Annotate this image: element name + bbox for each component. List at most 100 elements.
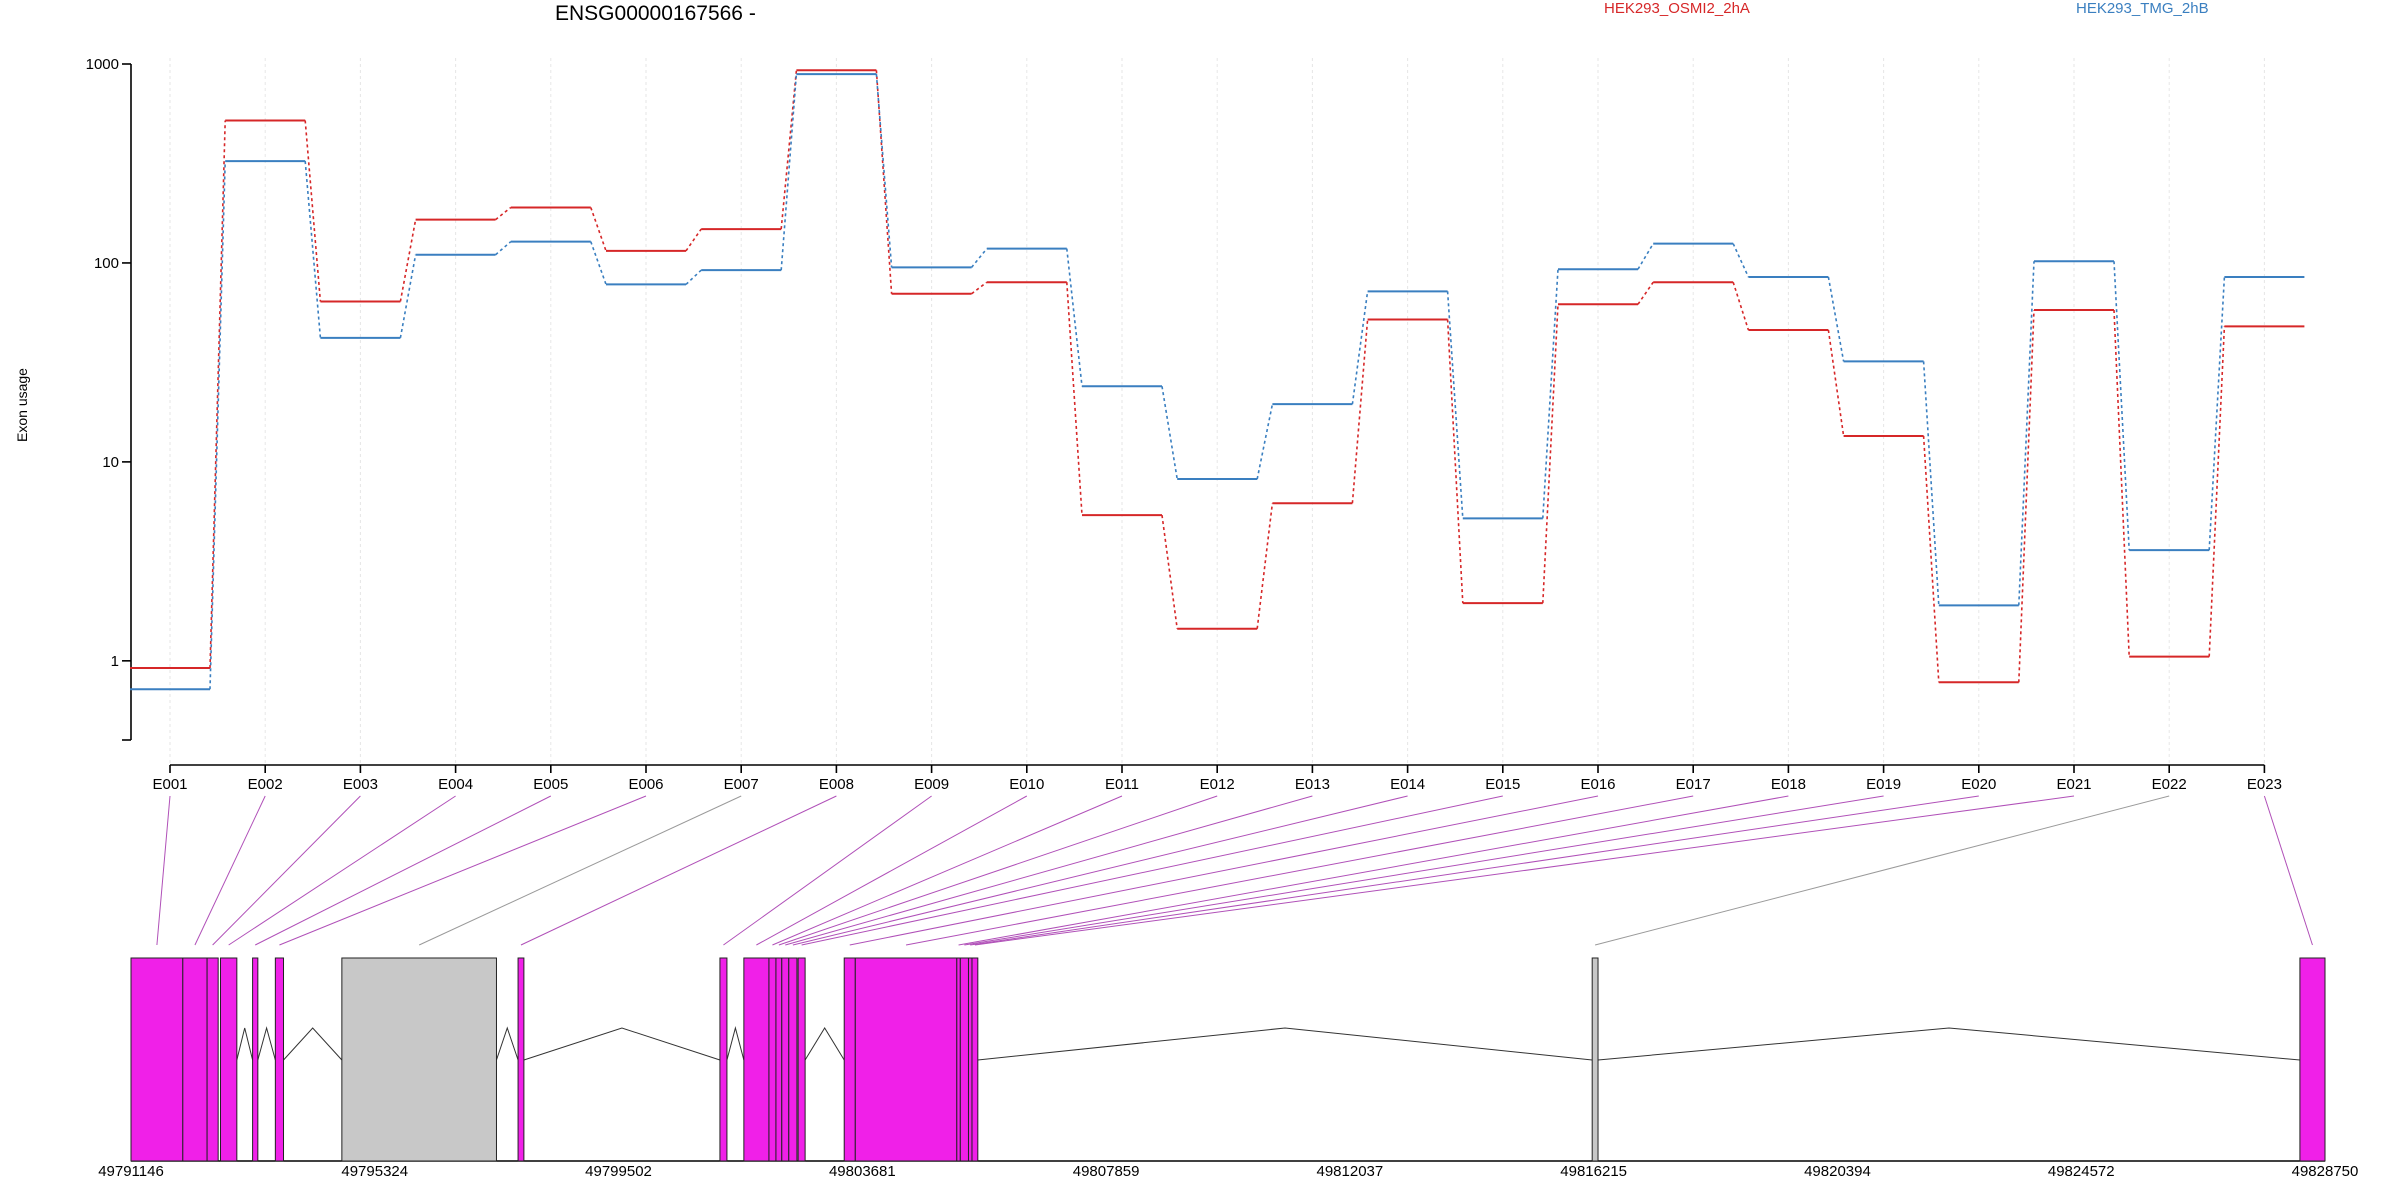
y-tick-label: 1 [111,653,119,670]
y-tick-label: 100 [94,255,119,272]
series-tmg-connector [875,74,893,268]
series-tmg-connector [399,254,417,339]
exon-box-e009 [719,957,728,1162]
y-tick-label: 10 [102,454,119,471]
exon-connector [778,795,1218,946]
series-tmg-connector [304,161,322,338]
exon-box-e019 [959,957,969,1162]
exon-connector [228,795,456,946]
intron-line [236,1027,254,1061]
y-tick-label: 1000 [86,56,119,73]
x-tick-label: E009 [914,776,949,793]
exon-connector [849,795,1599,946]
series-osmi2-connector [590,207,607,252]
exon-box-e012 [775,957,783,1162]
series-osmi2-connector [875,70,893,294]
x-tick-label: E019 [1866,776,1901,793]
series-osmi2-connector [1922,435,1940,683]
series-osmi2-connector [399,219,417,302]
intron-line [283,1027,343,1061]
genomic-tick-label: 49807859 [1073,1163,1140,1180]
series-osmi2-connector [1161,515,1178,629]
exon-connector [279,795,647,946]
exon-connector [974,795,2075,946]
series-osmi2-connector [1732,281,1750,331]
series-osmi2-connector [1827,329,1845,437]
series-osmi2-connector [1351,319,1369,504]
series-osmi2-connector [2018,309,2035,683]
legend-series-osmi2: HEK293_OSMI2_2hA [1604,0,1750,17]
chart-title: ENSG00000167566 - [555,2,756,25]
exon-connector [418,795,742,946]
genomic-tick-label: 49824572 [2048,1163,2115,1180]
series-tmg-connector [1066,248,1083,387]
exon-connector [970,795,1979,946]
exon-box-e008 [517,957,525,1162]
x-tick-label: E016 [1580,776,1615,793]
series-tmg-connector [1542,269,1559,519]
exon-connector [212,795,361,946]
series-osmi2-connector [1542,304,1559,604]
intron-line [257,1026,276,1061]
exon-connector [964,795,1884,946]
exon-box-e010 [743,957,770,1162]
series-tmg-connector [780,74,798,271]
x-tick-label: E023 [2247,776,2282,793]
x-tick-label: E020 [1961,776,1996,793]
exon-box-e007 [341,957,497,1162]
series-osmi2-connector [209,120,226,669]
x-tick-label: E021 [2056,776,2091,793]
series-osmi2-connector [1446,319,1464,604]
x-tick-label: E011 [1105,776,1139,793]
series-osmi2-connector [2113,309,2130,657]
exon-box-e005 [252,957,259,1162]
genomic-tick-label: 49820394 [1804,1163,1871,1180]
exon-box-e022 [1591,957,1599,1162]
series-tmg-connector [1732,243,1750,278]
exon-box-e023 [2299,957,2326,1162]
x-tick-label: E018 [1771,776,1806,793]
x-tick-label: E003 [343,776,378,793]
x-tick-label: E013 [1295,776,1330,793]
exon-connector [254,795,552,946]
exon-box-e013 [781,957,790,1162]
series-tmg-connector [1256,404,1274,480]
exon-connector [772,795,1123,946]
intron-line [726,1026,745,1061]
exon-connector [785,795,1313,946]
exon-box-e015 [797,957,806,1162]
series-tmg-connector [970,248,988,268]
x-tick-label: E001 [152,776,187,793]
intron-line [1597,1027,2300,1061]
series-tmg-connector [685,269,702,285]
exon-box-e020 [967,957,973,1162]
series-tmg-connector [2208,276,2226,551]
exon-connector [1594,795,2170,946]
x-tick-label: E014 [1390,776,1425,793]
intron-line [523,1027,721,1061]
x-tick-label: E012 [1200,776,1235,793]
exon-box-e002 [182,957,208,1162]
x-tick-label: E008 [819,776,854,793]
series-tmg-connector [1351,291,1369,405]
exon-connector [958,795,1789,946]
series-tmg-connector [1827,276,1845,362]
exon-connector [520,795,837,946]
exon-connector [194,795,266,946]
series-tmg-connector [495,241,512,256]
series-tmg-connector [1446,291,1464,519]
y-axis-label: Exon usage [14,368,30,442]
series-tmg-connector [590,241,607,285]
x-tick-label: E017 [1676,776,1711,793]
exon-box-e016 [843,957,856,1162]
exon-box-e011 [768,957,777,1162]
x-tick-label: E022 [2152,776,2187,793]
genomic-tick-label: 49803681 [829,1163,896,1180]
genomic-tick-label: 49812037 [1317,1163,1384,1180]
exon-connector [2263,795,2313,946]
exon-box-e006 [274,957,285,1162]
series-osmi2-connector [304,120,322,302]
intron-line [495,1026,519,1061]
exon-box-e003 [206,957,219,1162]
